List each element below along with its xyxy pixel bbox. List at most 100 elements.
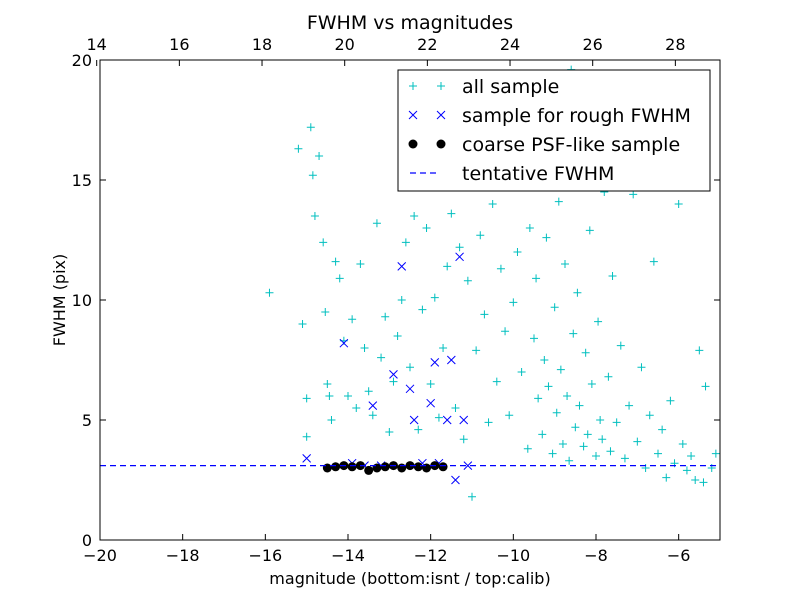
coarse-psf-like-sample-point xyxy=(438,462,448,472)
all-sample-point xyxy=(385,428,394,436)
x-tick-label: −14 xyxy=(331,546,365,565)
all-sample-point xyxy=(364,387,373,396)
all-sample-point xyxy=(604,372,613,381)
coarse-psf-like-sample-point xyxy=(372,463,382,473)
all-sample-point xyxy=(538,430,547,439)
all-sample-point xyxy=(674,200,683,208)
coarse-psf-like-sample-point xyxy=(322,463,332,473)
all-sample-point xyxy=(583,430,592,439)
all-sample-point xyxy=(608,272,617,280)
all-sample-point xyxy=(410,212,419,220)
all-sample-point xyxy=(606,447,615,456)
all-sample-point xyxy=(372,219,381,228)
all-sample-point xyxy=(548,449,557,458)
legend-marker-sample-for-rough-fwhm xyxy=(436,110,446,120)
all-sample-point xyxy=(426,380,435,388)
all-sample-point xyxy=(585,226,594,235)
all-sample-point xyxy=(323,380,332,388)
x-tick-label: −18 xyxy=(166,546,200,565)
sample-for-rough-fwhm-point xyxy=(409,415,419,425)
legend-marker-all-sample xyxy=(437,82,445,90)
x-tick-label: −8 xyxy=(584,546,608,565)
all-sample-point xyxy=(616,341,625,350)
x-tick-label: −16 xyxy=(248,546,282,565)
sample-for-rough-fwhm-point xyxy=(426,398,436,408)
y-tick-label: 20 xyxy=(72,51,92,70)
all-sample-point xyxy=(637,363,646,372)
all-sample-point xyxy=(575,401,584,410)
legend: all sample sample for rough FWHM coarse PS… xyxy=(397,69,711,192)
all-sample-point xyxy=(592,452,600,460)
all-sample-point xyxy=(335,274,344,283)
all-sample-point xyxy=(563,392,572,400)
coarse-psf-like-sample-point xyxy=(364,465,374,475)
all-sample-point xyxy=(530,334,538,343)
all-sample-point xyxy=(414,425,423,434)
all-sample-point xyxy=(381,312,390,321)
all-sample-point xyxy=(552,408,561,417)
sample-for-rough-fwhm-point xyxy=(405,384,415,394)
sample-for-rough-fwhm-point xyxy=(389,370,398,379)
all-sample-point xyxy=(699,478,708,487)
all-sample-point xyxy=(550,303,559,312)
all-sample-point xyxy=(496,264,505,273)
sample-for-rough-fwhm-point xyxy=(446,355,456,365)
top-x-tick-label: 14 xyxy=(87,35,107,54)
all-sample-point xyxy=(476,231,485,240)
all-sample-point xyxy=(348,315,357,324)
top-x-tick-label: 16 xyxy=(169,35,189,54)
all-sample-point xyxy=(352,404,361,412)
all-sample-point xyxy=(612,418,621,427)
coarse-psf-like-sample-point xyxy=(422,463,432,473)
all-sample-point xyxy=(455,243,464,252)
all-sample-point xyxy=(331,257,340,266)
legend-label-tentative-fwhm: tentative FWHM xyxy=(462,163,614,185)
all-sample-point xyxy=(472,346,481,355)
all-sample-point xyxy=(430,293,439,302)
all-sample-point xyxy=(554,197,563,206)
all-sample-point xyxy=(691,476,700,484)
all-sample-point xyxy=(620,454,629,463)
sample-for-rough-fwhm-point xyxy=(463,461,473,470)
x-tick-label: −12 xyxy=(414,546,448,565)
all-sample-point xyxy=(523,444,532,453)
sample-for-rough-fwhm-point xyxy=(455,252,464,262)
legend-marker-coarse-psf-like-sample xyxy=(408,139,418,149)
coarse-psf-like-sample-point xyxy=(331,462,341,472)
all-sample-point xyxy=(579,442,588,451)
all-sample-point xyxy=(711,449,720,458)
all-sample-point xyxy=(682,466,691,475)
all-sample-point xyxy=(649,257,658,266)
legend-marker-all-sample xyxy=(409,82,417,90)
x-tick-label: −10 xyxy=(496,546,530,565)
all-sample-point xyxy=(315,152,324,160)
all-sample-point xyxy=(540,356,549,364)
all-sample-point xyxy=(517,368,526,376)
x-tick-label: −6 xyxy=(667,546,691,565)
all-sample-point xyxy=(488,200,497,208)
sample-for-rough-fwhm-point xyxy=(397,262,407,271)
all-sample-point xyxy=(377,353,386,362)
all-sample-point xyxy=(484,418,493,427)
all-sample-point xyxy=(302,394,311,403)
all-sample-point xyxy=(397,296,406,304)
all-sample-point xyxy=(565,456,574,465)
legend-frame xyxy=(397,69,711,192)
sample-for-rough-fwhm-point xyxy=(339,338,349,348)
all-sample-point xyxy=(558,440,567,448)
y-tick-label: 5 xyxy=(82,411,92,430)
all-sample-point xyxy=(525,224,534,232)
all-sample-point xyxy=(434,413,443,422)
sample-for-rough-fwhm-point xyxy=(459,415,469,425)
all-sample-point xyxy=(687,452,696,460)
all-sample-point xyxy=(319,238,328,247)
all-sample-point xyxy=(695,346,704,355)
all-sample-point xyxy=(658,425,667,434)
all-sample-point xyxy=(360,344,369,352)
legend-label-all-sample: all sample xyxy=(462,76,559,98)
all-sample-point xyxy=(645,411,654,420)
all-sample-point xyxy=(532,274,541,283)
all-sample-point xyxy=(505,411,514,420)
